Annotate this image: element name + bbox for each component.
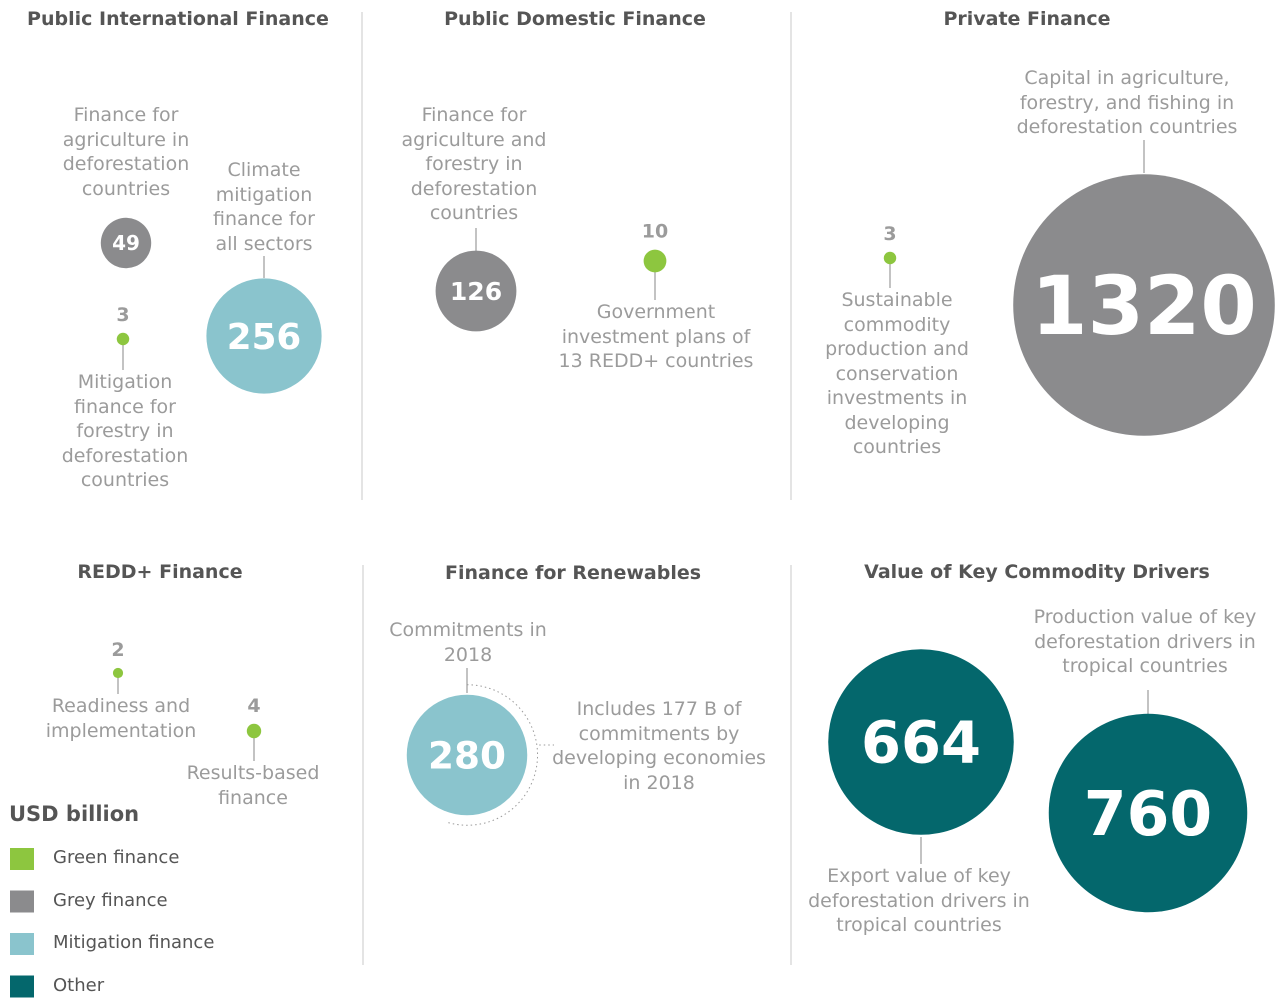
- item-label: Production value of key deforestation dr…: [1010, 605, 1280, 679]
- value-label: 256: [227, 317, 302, 358]
- bubble: [884, 252, 896, 264]
- item-label: Finance for agriculture and forestry in …: [382, 103, 567, 226]
- legend-swatch: [10, 891, 34, 913]
- value-label: 3: [116, 304, 129, 326]
- value-label: 126: [450, 277, 502, 306]
- value-label: 4: [247, 695, 260, 717]
- item-label: Sustainable commodity production and con…: [805, 288, 990, 460]
- item-label: Export value of key deforestation driver…: [794, 864, 1044, 938]
- value-label: 664: [861, 710, 981, 777]
- item-label: Finance for agriculture in deforestation…: [44, 103, 209, 201]
- legend-swatch: [10, 933, 34, 955]
- bubble: [247, 724, 261, 738]
- legend-label: Green finance: [53, 847, 179, 868]
- value-label: 2: [111, 639, 124, 661]
- item-label: Capital in agriculture, forestry, and fi…: [992, 66, 1262, 140]
- item-label: Readiness and implementation: [21, 694, 221, 743]
- page: {"unit_label": "USD billion", "legend": …: [0, 0, 1283, 999]
- panel-title: Public Domestic Finance: [444, 8, 706, 30]
- panel-title: Value of Key Commodity Drivers: [864, 561, 1210, 583]
- item-label: Mitigation finance for forestry in defor…: [45, 370, 205, 493]
- legend-label: Mitigation finance: [53, 932, 214, 953]
- value-label: 760: [1084, 778, 1212, 850]
- panel-title: Public International Finance: [27, 8, 329, 30]
- panel-title: REDD+ Finance: [77, 561, 242, 583]
- item-label: Results-based finance: [163, 761, 343, 810]
- unit-label: USD billion: [9, 802, 139, 826]
- legend-swatch: [10, 976, 34, 998]
- value-label: 3: [883, 223, 896, 245]
- legend-swatch: [10, 848, 34, 870]
- legend-label: Grey finance: [53, 890, 168, 911]
- note: Includes 177 B of commitments by develop…: [552, 697, 767, 795]
- panel-title: Private Finance: [943, 8, 1110, 30]
- value-label: 10: [642, 221, 668, 243]
- item-label: Climate mitigation finance for all secto…: [199, 158, 329, 256]
- value-label: 49: [112, 231, 140, 255]
- item-label: Government investment plans of 13 REDD+ …: [554, 300, 759, 374]
- value-label: 1320: [1031, 260, 1257, 354]
- legend-label: Other: [53, 975, 104, 996]
- bubble: [113, 668, 123, 678]
- value-label: 280: [428, 733, 506, 777]
- bubble: [644, 250, 667, 273]
- item-label: Commitments in 2018: [383, 618, 553, 667]
- panel-title: Finance for Renewables: [445, 562, 701, 584]
- bubble: [117, 333, 129, 345]
